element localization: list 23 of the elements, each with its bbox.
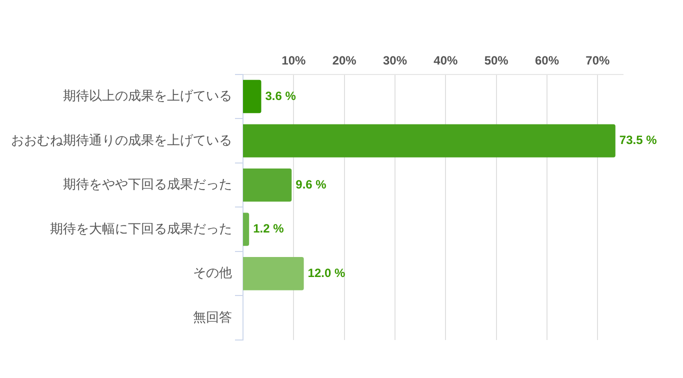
x-tick-label: 70%: [586, 54, 610, 68]
bar: [243, 168, 292, 202]
y-tick-label: 期待以上の成果を上げている: [63, 88, 232, 104]
data-label: 1.2 %: [253, 222, 284, 236]
bar: [243, 257, 304, 290]
y-tick-label: 期待をやや下回る成果だった: [63, 176, 232, 192]
bar: [243, 124, 616, 158]
data-label: 9.6 %: [296, 177, 327, 192]
x-tick-label: 10%: [282, 54, 306, 68]
x-tick-label: 40%: [434, 54, 458, 68]
x-tick-label: 50%: [484, 54, 509, 68]
y-tick-label: おおむね期待通りの成果を上げている: [11, 132, 232, 148]
x-tick-label: 20%: [332, 54, 357, 68]
y-tick-label: 無回答: [193, 309, 232, 324]
x-tick-label: 60%: [534, 54, 560, 68]
bar: [243, 80, 262, 114]
bar: [243, 212, 250, 246]
y-tick-label: 期待を大幅に下回る成果だった: [50, 220, 232, 236]
data-label: 12.0 %: [308, 266, 346, 280]
x-tick-label: 30%: [382, 54, 408, 68]
data-label: 3.6 %: [265, 88, 296, 103]
data-label: 73.5 %: [619, 133, 658, 148]
y-tick-label: その他: [193, 265, 232, 280]
